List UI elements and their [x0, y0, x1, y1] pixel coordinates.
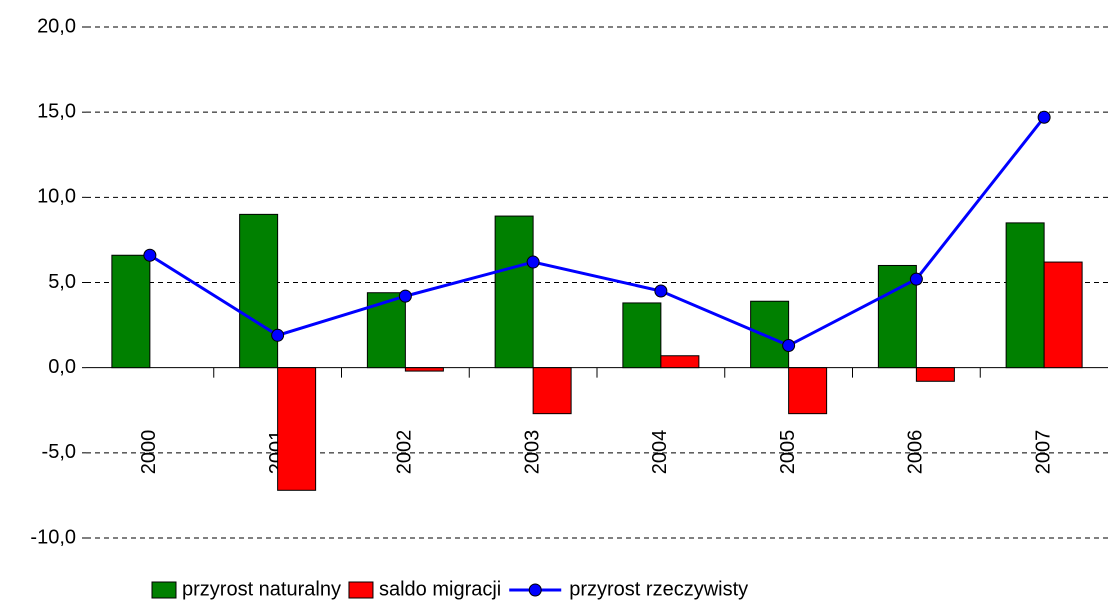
y-tick-label: 20,0 [37, 15, 76, 37]
legend-swatch [151, 581, 177, 599]
y-tick-label: 10,0 [37, 186, 76, 208]
bar [404, 367, 444, 372]
x-tick-label: 2000 [138, 430, 160, 475]
bar [111, 254, 151, 369]
point [143, 248, 157, 262]
bar [366, 292, 406, 369]
x-tick-label: 2003 [521, 430, 543, 475]
point [271, 328, 285, 342]
legend-label: saldo migracji [379, 578, 501, 600]
legend-label: przyrost rzeczywisty [569, 578, 748, 600]
bar [239, 213, 279, 369]
y-tick-label: 0,0 [48, 356, 76, 378]
x-tick-label: 2002 [394, 430, 416, 475]
x-tick-label: 2006 [905, 430, 927, 475]
bar [660, 355, 700, 369]
bar [532, 367, 572, 415]
y-tick-label: -10,0 [30, 526, 76, 548]
legend-swatch [348, 581, 374, 599]
bar [1005, 222, 1045, 369]
point [909, 272, 923, 286]
x-tick-label: 2005 [777, 430, 799, 475]
bar [788, 367, 828, 415]
bar [494, 215, 534, 369]
line [149, 116, 1046, 348]
bar [277, 367, 317, 491]
bar [915, 367, 955, 382]
point [782, 339, 796, 353]
y-tick-label: -5,0 [42, 441, 76, 463]
bar [1043, 261, 1083, 369]
bar [622, 302, 662, 369]
point [654, 284, 668, 298]
legend-label: przyrost naturalny [182, 578, 341, 600]
point [1037, 110, 1051, 124]
y-tick-label: 5,0 [48, 271, 76, 293]
point [526, 255, 540, 269]
point [398, 289, 412, 303]
x-tick-label: 2007 [1032, 430, 1054, 475]
legend-marker [528, 583, 542, 597]
x-tick-label: 2004 [649, 430, 671, 475]
y-tick-label: 15,0 [37, 100, 76, 122]
bar [750, 300, 790, 369]
